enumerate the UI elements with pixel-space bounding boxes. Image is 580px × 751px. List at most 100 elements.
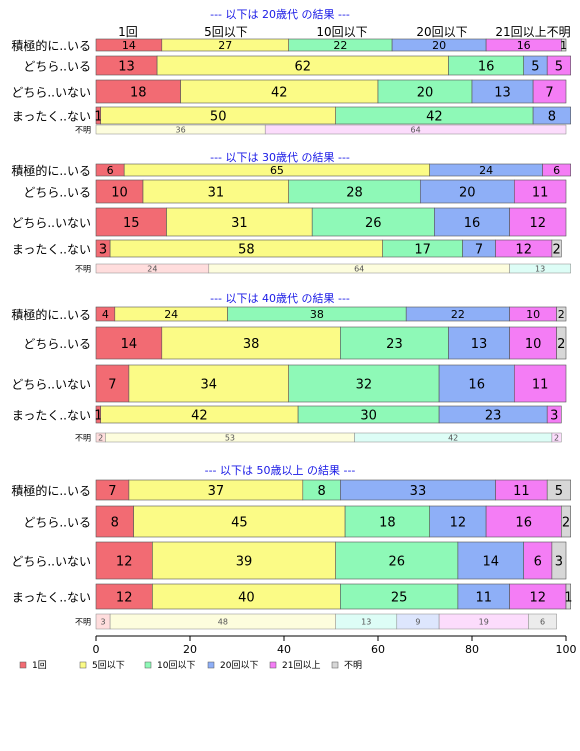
unknown-bar-segment [264,124,567,135]
bar-value-label: 11 [532,377,549,392]
bar-value-label: 23 [386,337,403,352]
bar-segment [429,505,487,538]
bar-value-label: 2 [557,337,565,352]
unknown-value-label: 13 [535,265,545,274]
bar-value-label: 5 [531,59,539,74]
bar-value-label: 37 [208,484,225,499]
bar-value-label: 16 [464,216,481,231]
bar-value-label: 4 [102,308,109,321]
bar-segment [509,207,567,237]
bar-segment [95,541,153,580]
bar-value-label: 14 [121,337,138,352]
legend-label: 20回以下 [220,660,258,671]
unknown-value-label: 2 [554,434,559,443]
bar-value-label: 38 [310,308,324,321]
bar-value-label: 27 [218,39,232,52]
x-tick-label: 100 [556,643,577,656]
bar-value-label: 8 [111,515,119,530]
row-label: どちら..いる [23,337,91,351]
bar-value-label: 42 [271,85,288,100]
legend-swatch [79,661,87,669]
row-label: どちら..いる [23,60,91,74]
bar-value-label: 8 [548,109,556,124]
legend-label: 不明 [344,660,362,671]
x-tick-label: 80 [465,643,479,656]
bar-value-label: 32 [356,377,373,392]
bar-value-label: 3 [99,242,107,257]
bar-value-label: 34 [201,377,218,392]
unknown-value-label: 6 [540,618,545,627]
unknown-value-label: 36 [176,126,186,135]
bar-value-label: 5 [555,484,563,499]
row-label: どちら..いない [11,378,91,392]
bar-segment [95,583,153,610]
bar-segment [532,79,567,104]
legend-label: 1回 [32,660,47,671]
unknown-value-label: 53 [225,434,235,443]
unknown-value-label: 13 [361,618,371,627]
bar-value-label: 7 [108,377,116,392]
bar-segment [513,179,567,204]
bar-value-label: 2 [558,308,565,321]
header-category-label: 21回以上不明 [495,25,570,39]
bar-segment [485,505,562,538]
bar-value-label: 42 [191,408,208,423]
bar-value-label: 10 [525,337,542,352]
bar-value-label: 10 [526,308,540,321]
bar-value-label: 2 [552,242,560,257]
legend-swatch [144,661,152,669]
unknown-row-label: 不明 [75,618,91,627]
bar-segment [542,163,572,177]
unknown-bar-segment [528,613,557,630]
row-label: どちら..いる [23,516,91,530]
panel-title: --- 以下は 20歳代 の結果 --- [210,7,350,21]
bar-segment [95,364,130,403]
unknown-value-label: 19 [479,618,489,627]
bar-value-label: 24 [479,164,493,177]
bar-value-label: 6 [553,164,560,177]
bar-value-label: 42 [426,109,443,124]
bar-value-label: 16 [468,377,485,392]
bar-segment [128,364,289,403]
legend-label: 10回以下 [157,660,195,671]
bar-segment [335,541,459,580]
x-tick-label: 60 [371,643,385,656]
bar-value-label: 6 [107,164,114,177]
bar-segment [509,583,567,610]
bar-segment [551,541,567,580]
bar-value-label: 25 [391,590,408,605]
bar-value-label: 38 [243,337,260,352]
bar-segment [457,541,524,580]
legend-label: 5回以下 [92,660,125,671]
legend-swatch [19,661,27,669]
bar-segment [546,55,572,76]
bar-segment [95,326,163,360]
bar-value-label: 13 [118,59,135,74]
bar-value-label: 12 [515,242,532,257]
row-label: どちら..いない [11,555,91,569]
bar-value-label: 1 [564,590,572,605]
panel-title: --- 以下は 40歳代 の結果 --- [210,291,350,305]
bar-value-label: 3 [550,408,558,423]
bar-value-label: 18 [379,515,396,530]
bar-value-label: 16 [478,59,495,74]
bar-value-label: 30 [360,408,377,423]
bar-segment [546,479,572,501]
bar-value-label: 12 [530,590,547,605]
header-category-label: 5回以下 [204,25,248,39]
bar-segment [556,306,567,322]
row-label: まったく..ない [12,409,91,423]
bar-segment [556,326,567,360]
legend-swatch [207,661,215,669]
unknown-row-label: 不明 [75,126,91,135]
row-label: 積極的に..いる [11,163,91,178]
bar-value-label: 12 [116,590,133,605]
bar-value-label: 17 [414,242,431,257]
bar-value-label: 16 [515,515,532,530]
bar-value-label: 14 [122,39,136,52]
unknown-value-label: 2 [98,434,103,443]
bar-segment [95,505,134,538]
row-label: まったく..ない [12,591,91,605]
